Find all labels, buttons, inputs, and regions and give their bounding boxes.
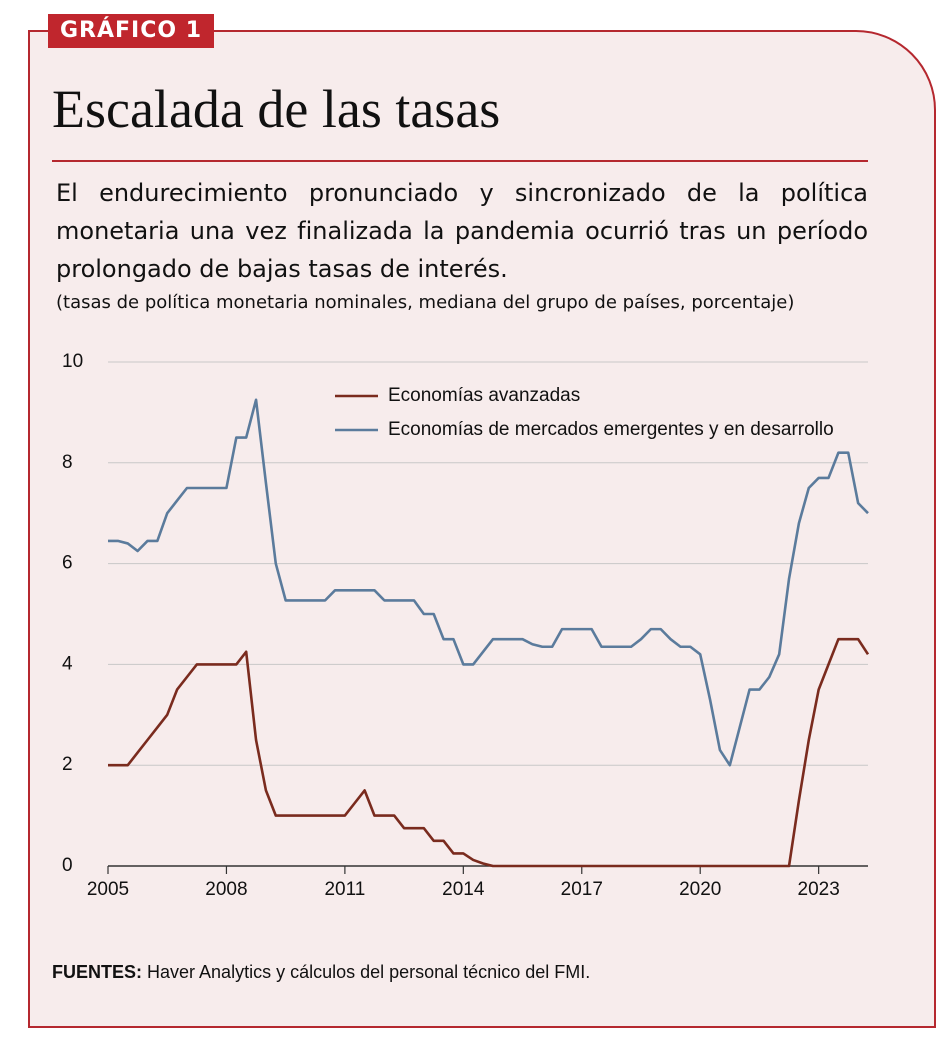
card (28, 30, 936, 1028)
chart-title: Escalada de las tasas (52, 79, 501, 139)
series-line (108, 637, 870, 868)
series-line (108, 398, 869, 767)
y-tick-label: 4 (62, 653, 73, 674)
source-text: Haver Analytics y cálculos del personal … (147, 962, 591, 982)
source: FUENTES: Haver Analytics y cálculos del … (52, 962, 590, 983)
units-note: (tasas de política monetaria nominales, … (56, 292, 795, 313)
x-tick-label: 2005 (87, 879, 129, 900)
x-tick-label: 2011 (324, 879, 365, 900)
x-tick-label: 2020 (679, 879, 721, 900)
x-tick-label: 2017 (561, 879, 603, 900)
x-tick-label: 2008 (205, 879, 247, 900)
legend-label: Economías de mercados emergentes y en de… (388, 419, 834, 440)
y-tick-label: 10 (62, 351, 83, 372)
y-tick-label: 0 (62, 855, 73, 876)
source-label: FUENTES: (52, 962, 142, 982)
chart-label: GRÁFICO 1 (48, 14, 215, 48)
legend-label: Economías avanzadas (388, 385, 580, 406)
x-tick-label: 2014 (442, 879, 485, 900)
chart-subtitle: El endurecimiento pronunciado y sincroni… (56, 179, 868, 283)
y-tick-label: 8 (62, 452, 73, 473)
x-tick-label: 2023 (798, 879, 840, 900)
y-tick-label: 6 (62, 553, 73, 574)
y-tick-label: 2 (62, 754, 73, 775)
divider (52, 160, 868, 162)
